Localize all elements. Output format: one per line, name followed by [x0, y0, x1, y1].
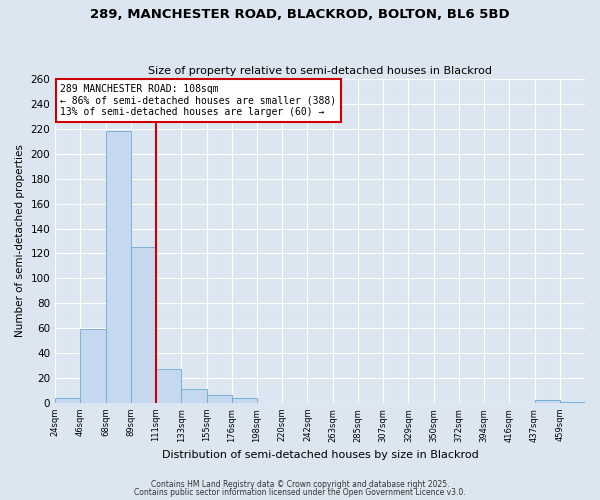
Text: Contains public sector information licensed under the Open Government Licence v3: Contains public sector information licen… [134, 488, 466, 497]
Bar [232, 398, 257, 403]
Bar [156, 370, 181, 403]
Text: 289, MANCHESTER ROAD, BLACKROD, BOLTON, BL6 5BD: 289, MANCHESTER ROAD, BLACKROD, BOLTON, … [90, 8, 510, 20]
Bar [80, 330, 106, 403]
Bar [106, 132, 131, 403]
Y-axis label: Number of semi-detached properties: Number of semi-detached properties [15, 144, 25, 338]
Text: 289 MANCHESTER ROAD: 108sqm
← 86% of semi-detached houses are smaller (388)
13% : 289 MANCHESTER ROAD: 108sqm ← 86% of sem… [61, 84, 337, 117]
Title: Size of property relative to semi-detached houses in Blackrod: Size of property relative to semi-detach… [148, 66, 492, 76]
Bar [560, 402, 585, 403]
Bar [535, 400, 560, 403]
Bar [181, 389, 206, 403]
X-axis label: Distribution of semi-detached houses by size in Blackrod: Distribution of semi-detached houses by … [162, 450, 478, 460]
Text: Contains HM Land Registry data © Crown copyright and database right 2025.: Contains HM Land Registry data © Crown c… [151, 480, 449, 489]
Bar [55, 398, 80, 403]
Bar [131, 247, 156, 403]
Bar [206, 396, 232, 403]
